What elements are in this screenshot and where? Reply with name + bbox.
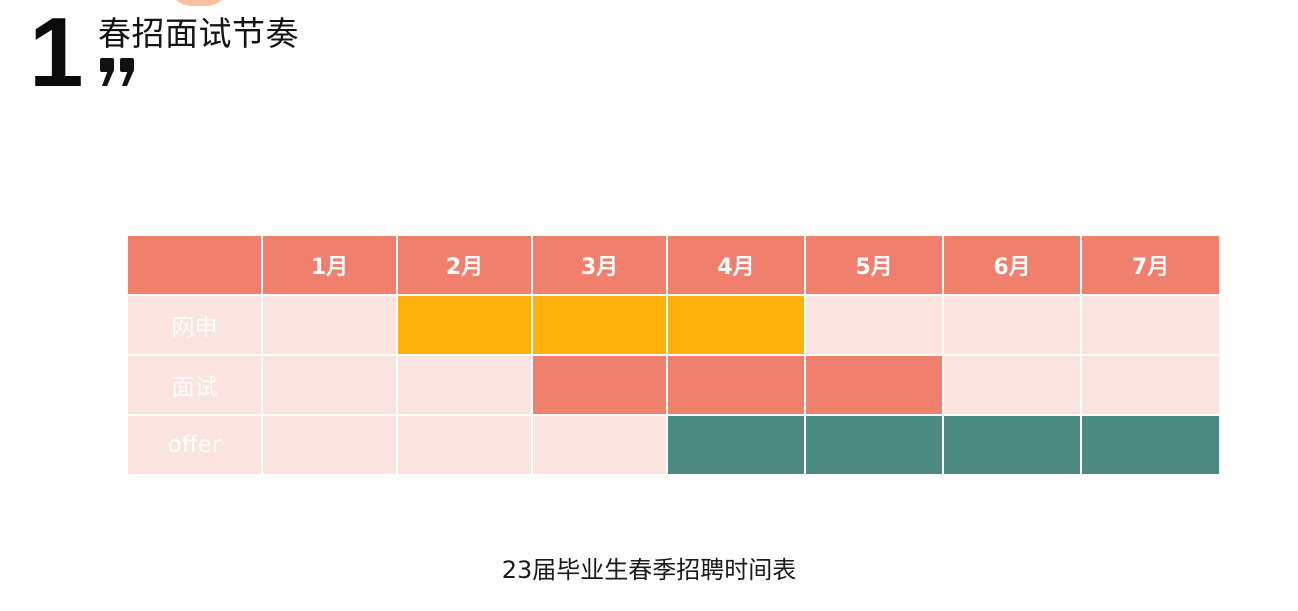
month-header: 4月 xyxy=(666,234,806,296)
table-row-interviews: 面试 xyxy=(126,354,1221,416)
schedule-cell-active xyxy=(531,294,668,356)
month-header: 7月 xyxy=(1080,234,1221,296)
schedule-cell-active xyxy=(804,414,944,476)
schedule-cell xyxy=(531,414,668,476)
header-corner-cell xyxy=(126,234,263,296)
schedule-cell xyxy=(396,354,533,416)
schedule-cell-active xyxy=(942,414,1082,476)
month-header: 2月 xyxy=(396,234,533,296)
month-header: 5月 xyxy=(804,234,944,296)
schedule-cell xyxy=(1080,354,1221,416)
schedule-cell-active xyxy=(531,354,668,416)
schedule-cell xyxy=(261,414,398,476)
row-label-offers: offer xyxy=(126,414,263,476)
month-header: 1月 xyxy=(261,234,398,296)
schedule-cell-active xyxy=(396,294,533,356)
month-header: 3月 xyxy=(531,234,668,296)
schedule-cell xyxy=(261,354,398,416)
schedule-cell xyxy=(942,294,1082,356)
month-header: 6月 xyxy=(942,234,1082,296)
schedule-cell xyxy=(804,294,944,356)
table-caption: 23届毕业生春季招聘时间表 xyxy=(501,556,797,584)
schedule-cell-active xyxy=(666,294,806,356)
quote-mark-icon xyxy=(100,58,134,86)
section-number: 1 xyxy=(29,0,83,107)
row-label-applications: 网申 xyxy=(126,294,263,356)
decorative-circle xyxy=(168,0,230,6)
table-header-row: 1月 2月 3月 4月 5月 6月 7月 xyxy=(126,234,1221,296)
row-label-interviews: 面试 xyxy=(126,354,263,416)
schedule-cell xyxy=(261,294,398,356)
recruitment-schedule-table: 1月 2月 3月 4月 5月 6月 7月 网申 面试 offer xyxy=(126,234,1221,476)
schedule-cell xyxy=(396,414,533,476)
schedule-cell xyxy=(942,354,1082,416)
schedule-cell-active xyxy=(1080,414,1221,476)
table-row-applications: 网申 xyxy=(126,294,1221,356)
schedule-cell-active xyxy=(804,354,944,416)
section-title: 春招面试节奏 xyxy=(98,14,299,53)
schedule-cell-active xyxy=(666,354,806,416)
table-row-offers: offer xyxy=(126,414,1221,476)
schedule-cell xyxy=(1080,294,1221,356)
schedule-cell-active xyxy=(666,414,806,476)
